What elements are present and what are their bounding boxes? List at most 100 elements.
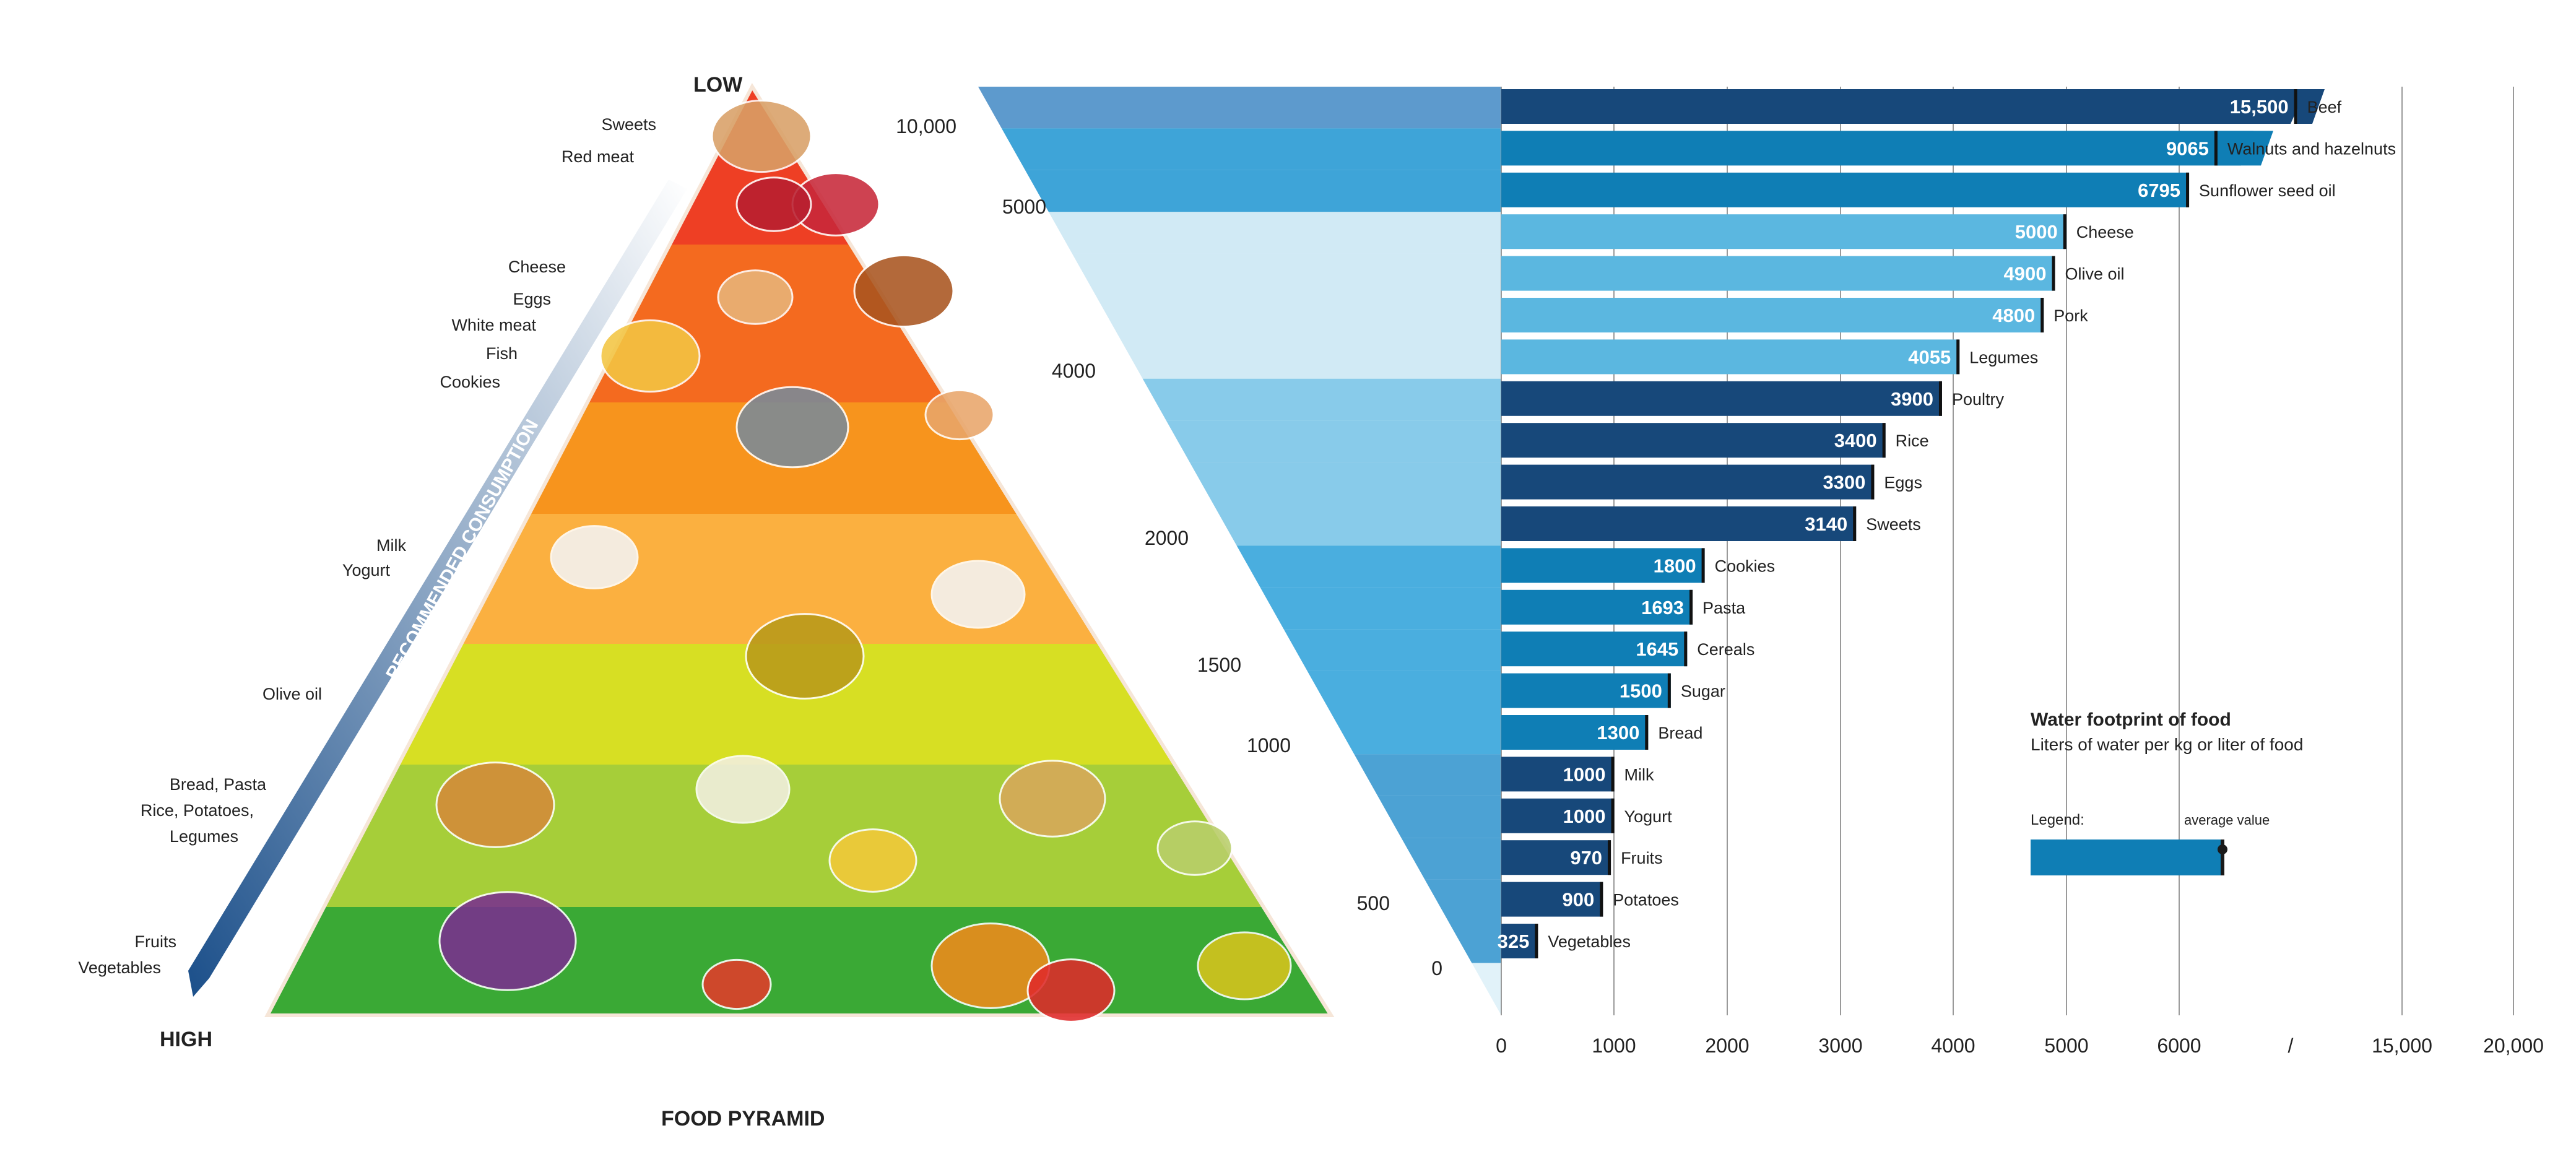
bar-category-label: Milk	[1624, 765, 1654, 784]
beans-icon	[1156, 820, 1233, 876]
pyramid-title: FOOD PYRAMID	[661, 1107, 825, 1130]
bar-value-label: 3900	[1891, 388, 1933, 410]
bar-category-label: Rice	[1896, 432, 1929, 450]
funnel-band	[1354, 754, 1501, 796]
bar-value-label: 1500	[1620, 680, 1662, 702]
x-tick-label: 3000	[1818, 1035, 1862, 1057]
x-tick-label: 4000	[1931, 1035, 1975, 1057]
bar-value-label: 4055	[1908, 346, 1951, 368]
rice-icon	[695, 755, 791, 824]
yogurt-icon	[930, 560, 1026, 629]
funnel-band	[1283, 629, 1501, 671]
average-marker	[1882, 423, 1886, 458]
cheese-icon	[599, 319, 701, 393]
average-marker	[1535, 924, 1538, 958]
funnel-band	[1307, 670, 1501, 713]
funnel-band	[1377, 796, 1501, 838]
bar	[1501, 506, 1857, 541]
pyramid-label: Vegetables	[78, 958, 161, 977]
x-tick-label: 1000	[1592, 1035, 1636, 1057]
funnel-scale-label: 10,000	[896, 115, 956, 137]
bar	[2217, 131, 2273, 166]
bar-category-label: Bread	[1658, 724, 1702, 742]
tomato-icon	[701, 958, 772, 1010]
bar-value-label: 1800	[1654, 555, 1696, 576]
bar-category-label: Walnuts and hazelnuts	[2227, 139, 2396, 158]
potato-icon	[999, 760, 1106, 838]
bar	[1501, 882, 1603, 917]
pyramid-level-grains	[398, 644, 1175, 765]
bar	[1501, 715, 1649, 750]
bar-value-label: 3300	[1823, 472, 1865, 493]
legend-bar	[2031, 839, 2224, 875]
olive-oil-icon	[745, 613, 865, 700]
pyramid-label: Sweets	[601, 115, 656, 134]
bar-category-label: Poultry	[1952, 390, 2005, 409]
x-tick-label: 15,000	[2372, 1035, 2432, 1057]
legend-average-label: average value	[2184, 812, 2270, 828]
average-marker	[1608, 840, 1611, 875]
bar-value-label: 4900	[2004, 263, 2047, 285]
bar-category-label: Pasta	[1702, 599, 1746, 617]
pyramid-label: Cookies	[440, 373, 500, 391]
bar-value-label: 15,500	[2230, 96, 2289, 118]
funnel-band	[1260, 587, 1501, 630]
legend-label: Legend:	[2031, 812, 2084, 828]
x-tick-label: 5000	[2044, 1035, 2088, 1057]
funnel-scale-label: 1500	[1197, 654, 1241, 676]
funnel-band	[1025, 170, 1501, 212]
high-label: HIGH	[160, 1028, 212, 1051]
pear-icon	[1197, 931, 1292, 1000]
bar	[1501, 423, 1886, 458]
pasta-icon	[828, 828, 917, 893]
average-marker	[1667, 673, 1671, 708]
bar-value-label: 1645	[1636, 638, 1678, 660]
funnel-band	[1142, 378, 1501, 421]
bar-category-label: Sunflower seed oil	[2199, 181, 2336, 200]
average-marker	[1701, 548, 1705, 583]
funnel-scale-label: 0	[1431, 957, 1442, 979]
bar-value-label: 4800	[1992, 305, 2035, 326]
bar-value-label: 1300	[1597, 722, 1639, 744]
pyramid-label: Red meat	[562, 147, 635, 166]
steak-icon	[735, 176, 812, 232]
chart-subtitle: Liters of water per kg or liter of food	[2031, 735, 2303, 754]
pyramid-label: Fish	[486, 344, 518, 363]
x-tick-label: 0	[1496, 1035, 1507, 1057]
bar-value-label: 1693	[1641, 597, 1684, 618]
bar-category-label: Olive oil	[2065, 265, 2124, 284]
apple-icon	[1026, 958, 1116, 1023]
bar-category-label: Cookies	[1715, 557, 1776, 575]
pyramid-label: Rice, Potatoes,	[141, 801, 254, 820]
bar-value-label: 9065	[2166, 137, 2209, 159]
x-tick-label: 2000	[1705, 1035, 1749, 1057]
bar	[1501, 840, 1611, 875]
bar	[1501, 631, 1688, 667]
average-marker	[1871, 464, 1875, 500]
eggs-icon	[924, 389, 995, 441]
chicken-icon	[853, 254, 955, 328]
bar	[1501, 172, 2190, 207]
bar	[1501, 339, 1960, 375]
average-marker	[2040, 298, 2044, 332]
average-marker	[2294, 89, 2297, 124]
bar	[1501, 589, 1693, 625]
pyramid-label: Cheese	[508, 258, 566, 276]
bar	[1501, 298, 2044, 332]
average-marker	[2214, 131, 2218, 166]
pyramid-labels: Sweets Red meat Cheese Eggs White meat Fish Co…	[78, 115, 656, 977]
x-tick-label: /	[2288, 1035, 2294, 1057]
bar-category-label: Vegetables	[1548, 932, 1631, 951]
bar-value-label: 970	[1570, 847, 1602, 869]
average-marker	[1645, 715, 1649, 750]
bar-value-label: 3140	[1805, 513, 1847, 535]
funnel-scale-label: 500	[1357, 892, 1390, 914]
bar-segment	[1501, 131, 2253, 166]
average-marker	[1938, 381, 1942, 416]
funnel-band	[1001, 128, 1501, 170]
average-marker	[1956, 339, 1960, 375]
funnel-band	[1072, 253, 1501, 295]
funnel-scale-label: 5000	[1002, 196, 1046, 218]
